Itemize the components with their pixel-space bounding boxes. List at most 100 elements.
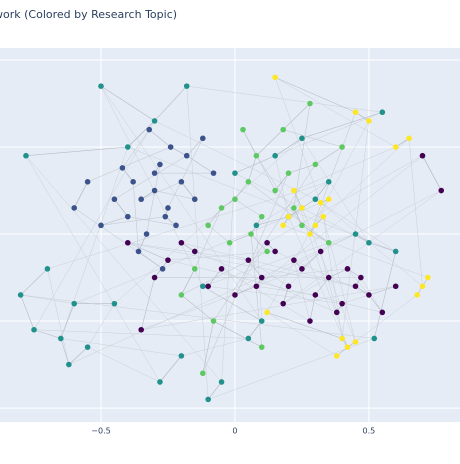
node	[200, 283, 206, 290]
node	[258, 318, 265, 324]
node	[291, 187, 297, 194]
edge	[248, 259, 262, 278]
edge	[250, 233, 268, 252]
node	[143, 231, 150, 237]
edge	[368, 242, 396, 252]
edge	[114, 155, 187, 200]
node	[325, 274, 332, 281]
x-tick-label: 0	[232, 427, 237, 436]
node	[245, 335, 252, 342]
node	[344, 266, 351, 272]
edge	[146, 164, 161, 235]
edge	[213, 320, 262, 348]
node	[280, 222, 286, 229]
node	[272, 74, 278, 81]
edge	[68, 346, 88, 365]
node	[299, 266, 305, 272]
edge	[234, 190, 442, 296]
edge	[242, 129, 276, 191]
edge	[47, 268, 70, 365]
x-tick-label: 0.5	[363, 427, 376, 436]
node	[232, 196, 238, 203]
edge	[256, 216, 289, 226]
node	[44, 266, 51, 272]
edge	[234, 155, 276, 174]
node	[312, 161, 319, 168]
node	[280, 126, 286, 133]
edge	[87, 146, 171, 183]
edge	[283, 129, 343, 148]
node	[151, 118, 158, 124]
node	[414, 292, 420, 298]
node	[325, 196, 332, 203]
edge	[266, 120, 370, 313]
node	[23, 152, 29, 159]
node	[320, 213, 327, 220]
edge	[248, 155, 257, 182]
edge	[275, 112, 383, 156]
edge	[202, 320, 214, 374]
edge	[315, 199, 396, 252]
edge	[33, 120, 155, 330]
edge	[315, 146, 343, 165]
edge	[208, 286, 343, 304]
node	[124, 239, 131, 246]
node	[285, 170, 292, 176]
node	[253, 152, 260, 159]
edge	[261, 268, 348, 278]
edge	[87, 346, 161, 383]
node	[218, 379, 225, 385]
edge	[250, 234, 262, 348]
node	[258, 344, 265, 350]
edge	[122, 129, 150, 169]
edge	[208, 225, 230, 243]
edge	[47, 181, 329, 270]
edge	[207, 381, 222, 400]
node	[159, 266, 166, 272]
edge	[132, 181, 139, 252]
node	[317, 248, 324, 255]
node	[151, 274, 158, 281]
node	[167, 144, 174, 150]
edge	[301, 111, 383, 139]
edge	[293, 190, 348, 348]
edge	[100, 86, 262, 322]
node	[358, 274, 364, 281]
edge	[141, 286, 396, 330]
edge	[293, 260, 311, 322]
node	[218, 205, 225, 211]
edge	[315, 277, 329, 296]
edge	[256, 181, 329, 226]
node	[299, 205, 305, 211]
node	[339, 335, 345, 342]
node	[366, 292, 372, 298]
node	[58, 335, 64, 342]
node	[291, 257, 297, 263]
node	[307, 231, 313, 237]
node	[135, 248, 142, 255]
edge	[368, 294, 383, 313]
node	[218, 266, 225, 272]
node	[371, 335, 378, 342]
edge	[274, 77, 321, 203]
node	[312, 222, 319, 229]
edge	[288, 216, 348, 348]
x-tick-label: −0.5	[91, 427, 110, 436]
edge	[248, 259, 289, 287]
node	[299, 135, 305, 142]
edge	[114, 199, 129, 217]
node	[183, 83, 190, 89]
edge	[60, 146, 128, 339]
node	[178, 353, 185, 359]
node	[205, 396, 211, 403]
node	[392, 248, 399, 255]
node	[299, 222, 305, 229]
node	[98, 83, 104, 89]
edge	[202, 285, 262, 322]
node	[200, 135, 206, 142]
edge	[181, 251, 268, 296]
node	[84, 179, 91, 185]
node	[17, 292, 24, 298]
node	[325, 179, 332, 185]
